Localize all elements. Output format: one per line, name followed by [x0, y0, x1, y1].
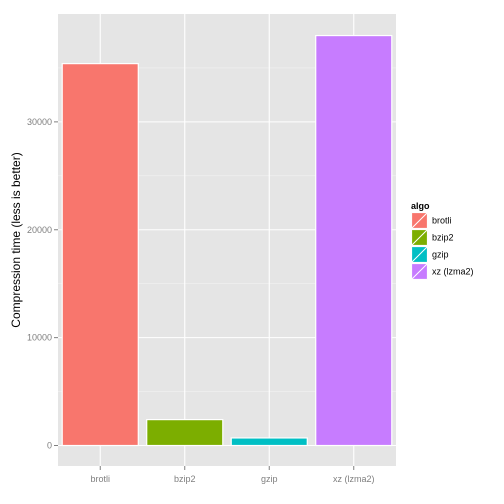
- legend-entry: brotli: [411, 212, 452, 229]
- legend-label: xz (lzma2): [432, 267, 474, 277]
- x-axis-ticks: brotli bzip2 gzip xz (lzma2): [90, 466, 375, 484]
- bar-xz-lzma2-: [315, 34, 393, 447]
- legend-label: brotli: [432, 216, 452, 226]
- x-tick-label: gzip: [261, 474, 278, 484]
- legend: algo brotli bzip2 gzip xz (lzma2): [411, 201, 474, 280]
- y-axis-title: Compression time (less is better): [9, 152, 23, 327]
- legend-label: gzip: [432, 250, 449, 260]
- bar-gzip: [230, 437, 308, 447]
- legend-entry: xz (lzma2): [411, 263, 474, 280]
- legend-key-slash: [411, 246, 428, 263]
- legend-label: bzip2: [432, 233, 454, 243]
- legend-title: algo: [411, 201, 430, 211]
- legend-key-slash: [411, 263, 428, 280]
- bar-bzip2: [146, 419, 224, 447]
- legend-key-slash: [411, 212, 428, 229]
- y-tick-label: 0: [47, 441, 52, 451]
- x-tick-label: xz (lzma2): [333, 474, 375, 484]
- bar-brotli: [61, 63, 139, 447]
- y-axis-ticks: 0 10000 20000 30000: [27, 117, 58, 451]
- x-tick-label: brotli: [90, 474, 110, 484]
- legend-entry: bzip2: [411, 229, 454, 246]
- y-tick-label: 20000: [27, 225, 52, 235]
- y-tick-label: 10000: [27, 333, 52, 343]
- y-tick-label: 30000: [27, 117, 52, 127]
- legend-entry: gzip: [411, 246, 449, 263]
- x-tick-label: bzip2: [174, 474, 196, 484]
- legend-key-slash: [411, 229, 428, 246]
- bars: [61, 34, 393, 447]
